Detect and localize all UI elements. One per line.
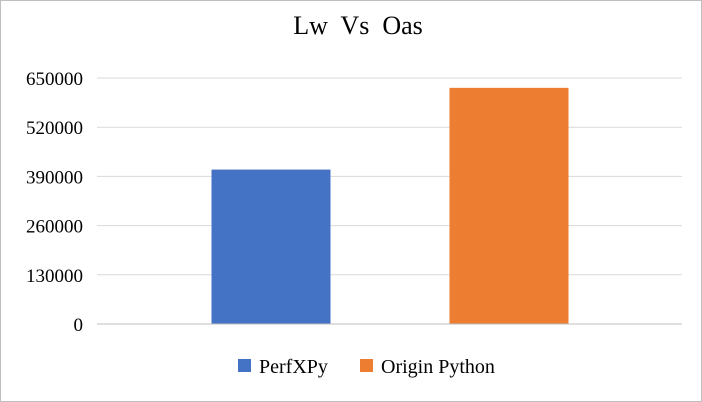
bar-perfxpy — [211, 169, 331, 324]
legend-label: PerfXPy — [259, 356, 328, 378]
bars — [211, 87, 569, 324]
legend: PerfXPy Origin Python — [238, 356, 495, 378]
legend-swatch — [360, 359, 373, 372]
gridlines — [97, 77, 682, 276]
y-tick-label: 520000 — [26, 118, 83, 139]
legend-item: PerfXPy — [238, 356, 328, 378]
legend-swatch — [238, 359, 251, 372]
legend-item: Origin Python — [360, 356, 495, 378]
legend-label: Origin Python — [381, 356, 495, 378]
chart-title: Lw Vs Oas — [293, 11, 423, 40]
y-tick-label: 390000 — [26, 167, 83, 188]
y-tick-label: 650000 — [26, 69, 83, 90]
bar-origin-python — [449, 87, 569, 324]
y-tick-label: 0 — [74, 315, 84, 336]
y-axis-ticks: 0 130000 260000 390000 520000 650000 — [26, 69, 83, 336]
y-tick-label: 260000 — [26, 217, 83, 238]
y-tick-label: 130000 — [26, 266, 83, 287]
